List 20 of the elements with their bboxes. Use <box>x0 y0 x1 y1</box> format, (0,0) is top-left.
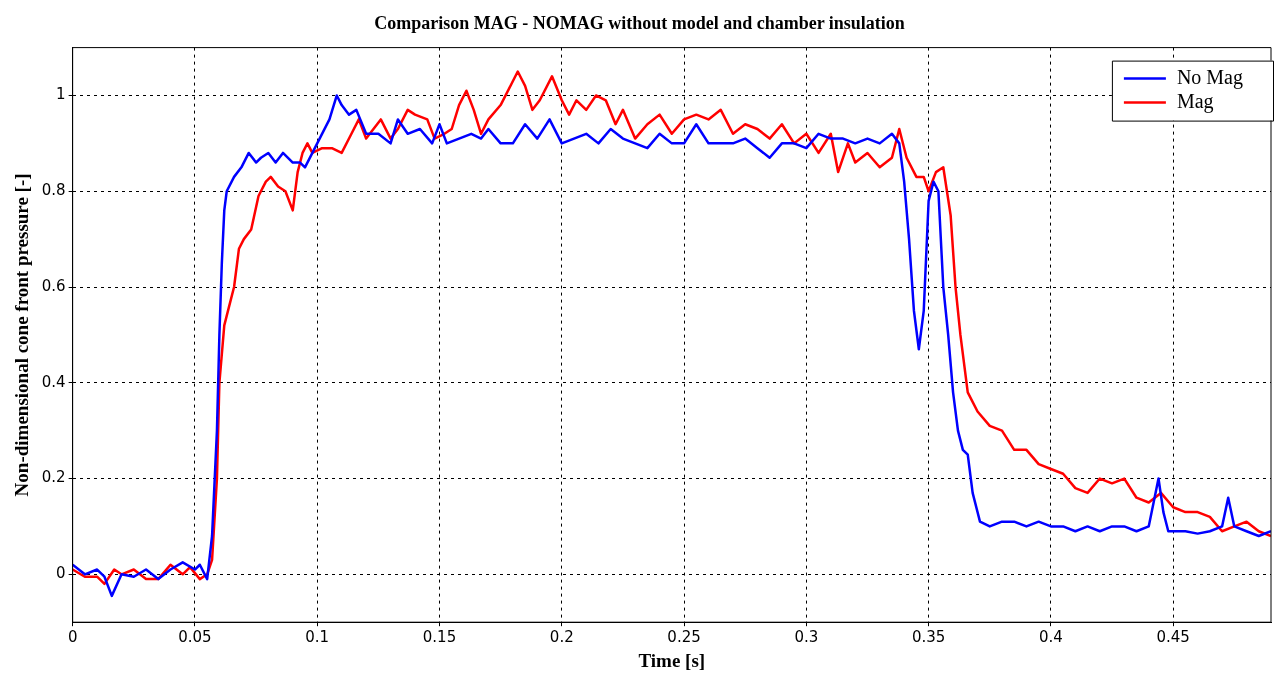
y-tick-label: 0.2 <box>41 468 66 487</box>
x-tick-label: 0.45 <box>1156 628 1190 647</box>
legend-label: Mag <box>1176 89 1214 113</box>
x-axis-title: Time [s] <box>638 649 706 671</box>
y-tick-label: 0.4 <box>41 372 66 391</box>
x-tick-label: 0.05 <box>178 628 212 647</box>
y-tick-label: 0.6 <box>41 276 66 295</box>
x-tick-label: 0.4 <box>1038 628 1063 647</box>
x-tick-label: 0.25 <box>667 628 701 647</box>
x-tick-label: 0.3 <box>794 628 819 647</box>
legend-label: No Mag <box>1176 65 1244 89</box>
y-tick-label: 0 <box>56 564 66 583</box>
y-axis-title: Non-dimensional cone front pressure [-] <box>11 173 33 497</box>
x-tick-label: 0.15 <box>422 628 457 647</box>
x-tick-label: 0.1 <box>305 628 330 647</box>
y-tick-label: 1 <box>56 85 66 104</box>
y-tick-label: 0.8 <box>41 181 66 200</box>
x-tick-label: 0.2 <box>549 628 574 647</box>
chart-title: Comparison MAG - NOMAG without model and chamber insulation <box>374 13 905 34</box>
x-tick-label: 0.35 <box>911 628 946 647</box>
